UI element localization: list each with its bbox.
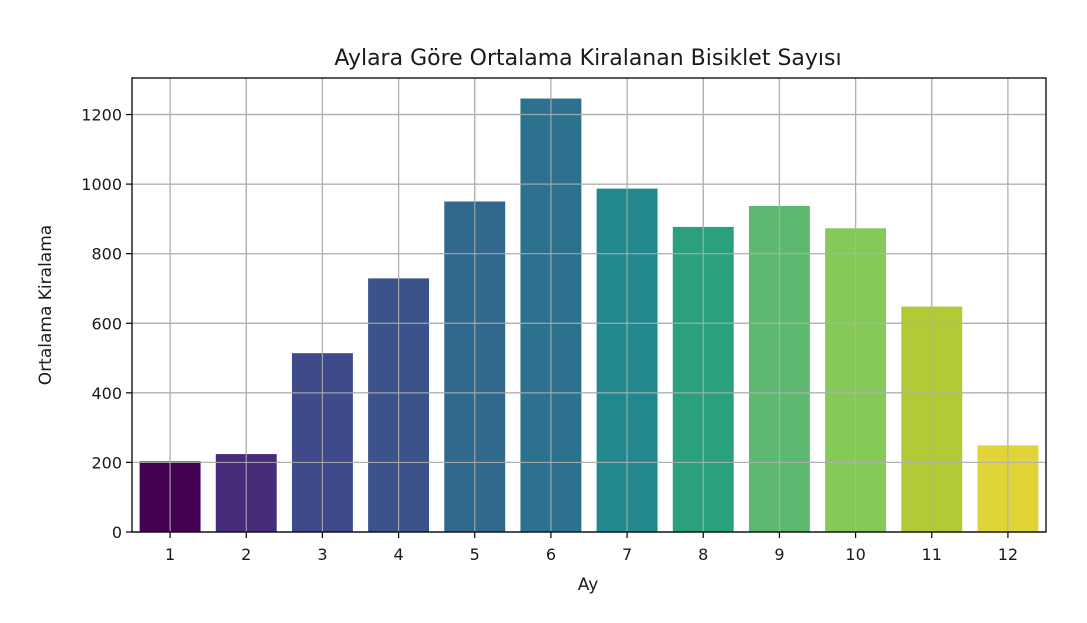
x-tick-label: 8 xyxy=(698,545,708,564)
y-tick-label: 1200 xyxy=(81,106,122,125)
x-tick-label: 11 xyxy=(922,545,942,564)
x-tick-label: 10 xyxy=(845,545,865,564)
x-tick-label: 5 xyxy=(470,545,480,564)
x-tick-label: 2 xyxy=(241,545,251,564)
y-tick-label: 600 xyxy=(91,314,122,333)
bars xyxy=(132,78,1046,533)
y-tick-label: 0 xyxy=(112,523,122,542)
x-tick-label: 7 xyxy=(622,545,632,564)
x-axis-label: Ay xyxy=(578,575,599,595)
y-axis-label: Ortalama Kiralama xyxy=(36,225,56,385)
x-tick-label: 1 xyxy=(165,545,175,564)
x-tick-label: 12 xyxy=(998,545,1018,564)
plot-frame xyxy=(131,77,1047,533)
y-tick-label: 1000 xyxy=(81,175,122,194)
x-tick-label: 9 xyxy=(774,545,784,564)
x-tick-label: 6 xyxy=(546,545,556,564)
x-tick-label: 3 xyxy=(317,545,327,564)
chart-title: Aylara Göre Ortalama Kiralanan Bisiklet … xyxy=(334,46,841,71)
y-tick-label: 200 xyxy=(91,453,122,472)
x-tick-label: 4 xyxy=(393,545,403,564)
y-tick-label: 800 xyxy=(91,245,122,264)
y-tick-label: 400 xyxy=(91,384,122,403)
